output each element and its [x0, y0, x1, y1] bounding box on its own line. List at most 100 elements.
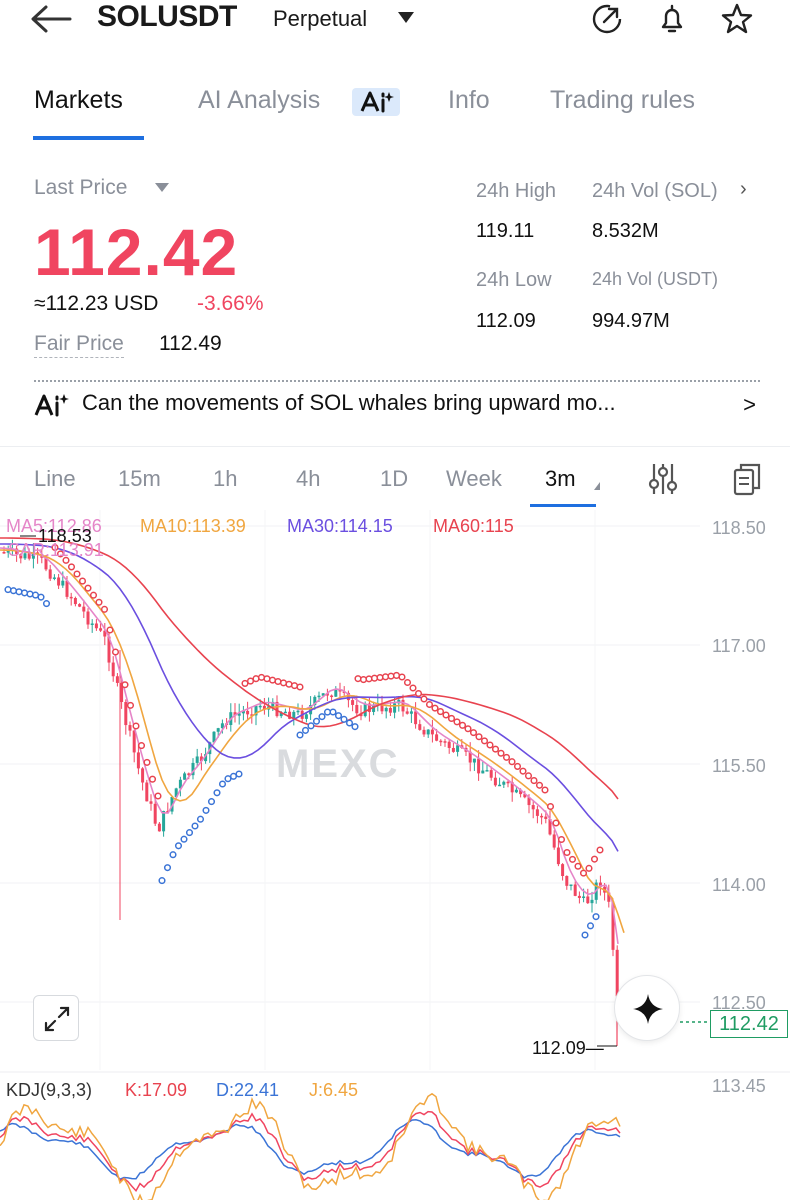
ai-assistant-button[interactable]	[614, 975, 680, 1041]
sar-dot	[9, 587, 18, 595]
sar-dot	[241, 679, 249, 687]
caret-down-icon[interactable]	[398, 12, 414, 23]
sar-dot	[185, 829, 194, 837]
candle-body	[86, 611, 90, 625]
contract-type-selector[interactable]: Perpetual	[273, 6, 368, 31]
interval-4h[interactable]: 4h	[296, 466, 321, 491]
sar-dot	[442, 711, 450, 719]
candle-body	[69, 596, 73, 599]
candle-body	[321, 693, 325, 696]
change-percent: -3.66%	[197, 292, 264, 315]
candle-body	[586, 896, 590, 904]
candle-body	[367, 703, 371, 712]
candle-body	[535, 809, 539, 816]
sar-dot	[301, 726, 310, 734]
fullscreen-button[interactable]	[33, 995, 79, 1041]
candle-body	[124, 702, 128, 726]
sar-dot	[579, 869, 588, 877]
interval-line[interactable]: Line	[34, 466, 76, 491]
sar-dot	[535, 781, 544, 789]
sar-dot	[318, 713, 326, 721]
sar-dot	[218, 780, 227, 788]
tab-ai-analysis[interactable]: AI Analysis	[198, 86, 321, 114]
sar-dot	[329, 708, 337, 716]
candle-body	[233, 712, 237, 716]
copy-layout-icon[interactable]	[732, 462, 762, 496]
ai-news-banner[interactable]: Can the movements of SOL whales bring up…	[34, 388, 764, 420]
chevron-right-icon[interactable]: ›	[740, 178, 747, 200]
sar-dot	[132, 722, 140, 730]
divider	[0, 446, 790, 447]
kdj-axis-label: 113.45	[712, 1076, 766, 1096]
caret-down-icon[interactable]	[155, 183, 169, 192]
sar-dot	[409, 684, 417, 692]
tab-info[interactable]: Info	[448, 86, 490, 114]
bell-icon[interactable]	[655, 2, 689, 36]
last-price-label[interactable]: Last Price	[34, 176, 128, 199]
sar-dot	[574, 862, 582, 870]
candle-body	[506, 781, 510, 784]
kdj-d-label: D:22.41	[216, 1080, 280, 1100]
last-price: 112.42	[34, 215, 239, 289]
candle-body	[258, 705, 262, 708]
ma30-line	[0, 543, 619, 852]
fair-price-label[interactable]: Fair Price	[34, 332, 124, 358]
candle-body	[325, 693, 329, 696]
star-icon[interactable]	[720, 2, 754, 36]
tab-markets[interactable]: Markets	[34, 86, 123, 114]
candle-body	[468, 751, 472, 763]
caret-icon[interactable]	[594, 482, 600, 490]
sar-dot	[590, 855, 599, 863]
sar-dot	[229, 772, 238, 780]
candle-body	[57, 577, 61, 586]
back-button[interactable]	[28, 2, 76, 36]
tab-trading-rules[interactable]: Trading rules	[550, 86, 695, 114]
interval-1d[interactable]: 1D	[380, 466, 409, 491]
interval-15m[interactable]: 15m	[118, 466, 161, 491]
sar-dot	[530, 777, 538, 785]
sar-dot	[37, 593, 45, 601]
candle-body	[451, 747, 455, 752]
share-refresh-icon[interactable]	[590, 2, 624, 36]
divider	[34, 380, 760, 382]
sar-dot	[502, 753, 511, 761]
kdj-d-line	[0, 1119, 621, 1181]
kdj-j-line	[0, 1092, 621, 1200]
interval-3m[interactable]: 3m	[545, 466, 576, 491]
sar-dot	[252, 675, 260, 683]
arrow-left-icon	[31, 5, 72, 33]
interval-1h[interactable]: 1h	[213, 466, 238, 491]
sar-dot	[296, 731, 304, 739]
watermark: MEXC	[276, 742, 400, 786]
candle-body	[540, 815, 544, 818]
sar-dot	[464, 725, 472, 733]
y-axis-label: 114.00	[712, 875, 766, 895]
candle-body	[275, 701, 279, 717]
sar-dot	[596, 846, 604, 854]
candle-body	[153, 803, 157, 824]
last-price-tag: 112.42	[710, 1010, 788, 1038]
sar-dot	[26, 590, 34, 598]
candle-body	[493, 777, 497, 786]
sar-dot	[137, 742, 146, 750]
low-label: 24h Low	[476, 269, 552, 291]
sar-dot	[398, 673, 406, 681]
interval-week[interactable]: Week	[446, 466, 502, 491]
indicator-settings-icon[interactable]	[648, 462, 678, 496]
candle-body	[178, 779, 182, 789]
sar-dot	[268, 676, 277, 684]
sparkle-icon	[633, 994, 663, 1024]
high-value: 119.11	[476, 220, 535, 242]
candle-body	[149, 801, 153, 804]
candle-body	[338, 689, 342, 692]
sar-dot	[563, 848, 571, 857]
candle-body	[456, 745, 460, 752]
candle-body	[166, 810, 170, 813]
candlestick-chart[interactable]	[0, 510, 790, 1200]
sar-dot	[196, 815, 205, 823]
sar-dot	[592, 913, 600, 921]
sar-dot	[67, 563, 76, 571]
vol-sol-label[interactable]: 24h Vol (SOL)	[592, 180, 718, 202]
candle-body	[489, 770, 493, 778]
candle-body	[510, 782, 514, 793]
